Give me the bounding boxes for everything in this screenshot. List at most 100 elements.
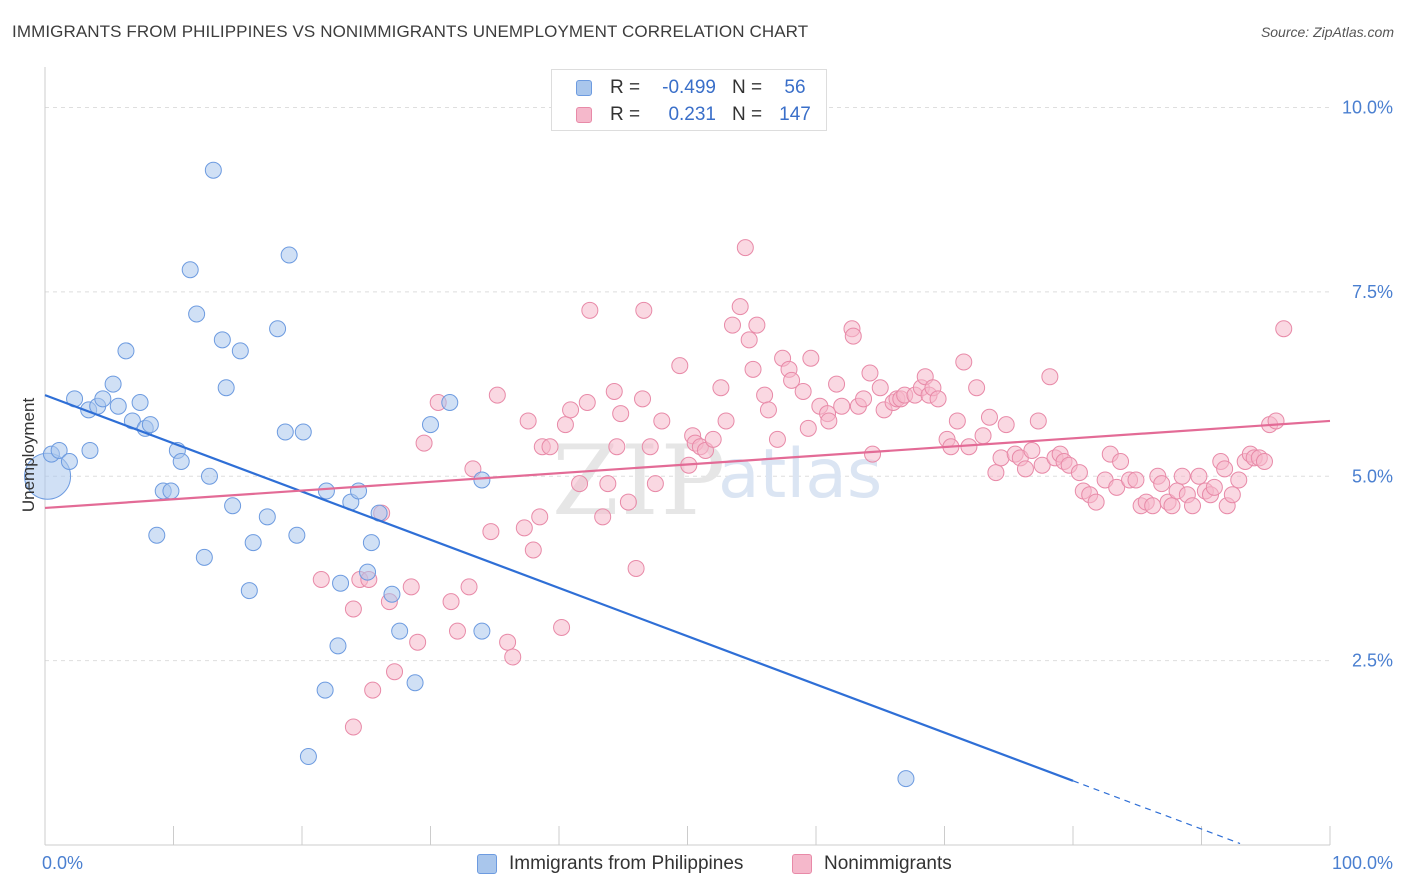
nonimmigrants-point (442, 593, 460, 611)
nonimmigrants-trend-line (44, 419, 1331, 510)
nonimmigrants-point (799, 419, 817, 437)
nonimmigrants-point (828, 375, 846, 393)
nonimmigrants-point (794, 382, 812, 400)
nonimmigrants-point (968, 379, 986, 397)
x-tick-label: 0.0% (42, 853, 83, 873)
trend-layer (44, 394, 1331, 845)
philippines-point (422, 416, 439, 434)
philippines-point (332, 574, 350, 592)
source-credit: Source: ZipAtlas.com (1260, 24, 1394, 40)
nonimmigrants-point (581, 301, 599, 319)
philippines-point (181, 261, 199, 279)
nonimmigrants-point (1275, 320, 1293, 338)
nonimmigrants-point (578, 394, 596, 411)
philippines-point (473, 471, 491, 489)
points-layer (24, 161, 1293, 788)
nonimmigrants-point (605, 382, 623, 400)
nonimmigrants-point (541, 438, 559, 456)
philippines-point (141, 416, 159, 434)
nonimmigrants-point (415, 434, 433, 452)
philippines-point (329, 637, 347, 655)
nonimmigrants-point (861, 364, 879, 382)
philippines-point (117, 342, 135, 360)
nonimmigrants-point (1230, 471, 1248, 489)
y-axis-label: Unemployment (19, 398, 38, 513)
nonimmigrants-point (1041, 368, 1059, 386)
n-label: N = (732, 104, 763, 125)
nonimmigrants-point (482, 523, 500, 541)
philippines-trend-line-extension (1072, 780, 1241, 845)
nonimmigrants-point (1108, 478, 1126, 496)
grid-layer (45, 107, 1330, 662)
philippines-point (200, 467, 218, 485)
nonimmigrants-point (594, 508, 612, 526)
nonimmigrants-point (1223, 486, 1241, 504)
nonimmigrants-point (646, 475, 664, 493)
nonimmigrants-point (619, 493, 637, 511)
nonimmigrants-point (504, 648, 522, 666)
philippines-point (213, 331, 231, 349)
nonimmigrants-point (556, 416, 574, 434)
nonimmigrants-point (820, 412, 838, 430)
nonimmigrants-point (1087, 493, 1105, 511)
nonimmigrants-point (531, 508, 549, 526)
nonimmigrants-point (553, 618, 571, 636)
nonimmigrants-point (488, 386, 506, 404)
nonimmigrants-point (608, 438, 626, 456)
nonimmigrants-point (992, 449, 1010, 467)
n-label: N = (732, 77, 763, 98)
philippines-point (217, 379, 235, 397)
philippines-point (391, 622, 409, 640)
nonimmigrants-point (1127, 471, 1145, 489)
nonimmigrants-point (1144, 497, 1162, 515)
nonimmigrants-point (783, 371, 801, 389)
n-value: 147 (779, 104, 811, 125)
nonimmigrants-point (635, 301, 653, 319)
nonimmigrants-point (312, 571, 330, 588)
nonimmigrants-point (571, 475, 589, 493)
nonimmigrants-point (802, 349, 820, 367)
nonimmigrants-point (855, 390, 873, 408)
philippines-point (195, 548, 213, 566)
philippines-point (109, 397, 127, 415)
philippines-point (269, 320, 287, 338)
nonimmigrants-point (499, 633, 517, 651)
philippines-point (81, 441, 99, 459)
nonimmigrants-point (1267, 412, 1285, 430)
philippines-point (473, 622, 491, 640)
nonimmigrants-point (974, 427, 992, 445)
legend-swatch-philippines (477, 854, 497, 874)
nonimmigrants-point (980, 408, 998, 426)
nonimmigrants-point (1205, 478, 1223, 496)
nonimmigrants-point (386, 663, 404, 681)
philippines-point (276, 423, 294, 441)
nonimmigrants-point (844, 327, 862, 345)
legend-label-nonimmigrants: Nonimmigrants (824, 853, 952, 874)
philippines-point (280, 246, 298, 264)
philippines-point (50, 441, 68, 459)
philippines-point (204, 161, 222, 179)
nonimmigrants-point (1255, 453, 1273, 470)
nonimmigrants-point (515, 519, 533, 537)
nonimmigrants-point (948, 412, 966, 430)
philippines-point (316, 681, 334, 699)
stats-swatch-philippines (576, 80, 592, 96)
philippines-point (406, 674, 424, 692)
x-tick-label: 100.0% (1332, 853, 1393, 873)
philippines-point (60, 453, 78, 470)
r-value: 0.231 (668, 104, 716, 125)
legend: Immigrants from Philippines Nonimmigrant… (0, 852, 1406, 878)
nonimmigrants-point (997, 416, 1015, 434)
stats-swatch-nonimmigrants (576, 107, 592, 123)
philippines-point (258, 508, 276, 526)
philippines-point (224, 497, 242, 515)
r-label: R = (610, 104, 641, 125)
nonimmigrants-point (1216, 460, 1234, 478)
nonimmigrants-point (641, 438, 659, 456)
nonimmigrants-point (740, 331, 758, 349)
nonimmigrants-point (717, 412, 735, 430)
nonimmigrants-point (671, 357, 689, 375)
nonimmigrants-point (1016, 460, 1034, 478)
nonimmigrants-point (1023, 441, 1041, 459)
philippines-point (359, 563, 377, 581)
